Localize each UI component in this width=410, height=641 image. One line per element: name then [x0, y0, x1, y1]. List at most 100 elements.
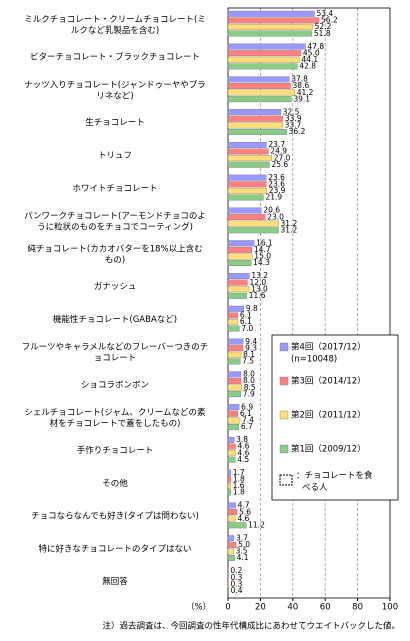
- x-tick-label: 60: [320, 603, 331, 613]
- bar: [228, 444, 235, 450]
- bar: [228, 254, 252, 260]
- bar: [228, 404, 239, 410]
- value-label: 6.7: [241, 422, 253, 431]
- bar: [228, 313, 238, 319]
- category-label: ミルクチョコレート・クリームチョコレート(ミルクなど乳製品を含む): [24, 14, 206, 35]
- bar: [228, 11, 315, 17]
- value-label: 21.9: [265, 193, 282, 202]
- bar: [228, 50, 301, 56]
- value-label: 0.4: [231, 586, 243, 595]
- bar: [228, 339, 243, 345]
- bar: [228, 549, 234, 555]
- bar: [228, 214, 265, 220]
- bar: [228, 522, 246, 528]
- value-label: 31.2: [281, 225, 298, 234]
- category-label: ガナッシュ: [94, 281, 137, 292]
- category-label: ナッツ入りチョコレート(ジャンドゥーヤやプラリネなど): [24, 80, 205, 101]
- bar: [228, 31, 312, 37]
- bar: [228, 535, 234, 541]
- bar: [228, 116, 283, 122]
- bar: [228, 181, 266, 187]
- value-label: 7.9: [243, 389, 255, 398]
- legend-label: 第4回（2017/12）: [291, 342, 366, 353]
- legend-label: 第2回（2011/12）: [291, 410, 366, 421]
- value-label: 1.8: [233, 488, 245, 497]
- x-tick-label: 100: [382, 603, 398, 613]
- bar: [228, 437, 234, 443]
- bar: [228, 345, 243, 351]
- bar: [228, 555, 235, 561]
- bar: [228, 109, 281, 115]
- bar: [228, 509, 237, 515]
- bar: [228, 588, 229, 594]
- bar: [228, 503, 236, 509]
- category-label: ホワイトチョコレート: [72, 184, 157, 194]
- legend-label: 第1回（2009/12）: [291, 444, 366, 455]
- category-label: シェルチョコレート(ジャム、クリームなどの素材をチョコレートで蓋をしたもの): [24, 407, 206, 429]
- legend-swatch: [280, 343, 288, 351]
- bar: [228, 57, 299, 63]
- x-unit: （%）: [186, 602, 211, 613]
- bar: [228, 490, 231, 496]
- x-tick-label: 80: [352, 603, 363, 613]
- category-label: ショコラボンボン: [81, 380, 149, 390]
- category-label: 生チョコレート: [85, 117, 145, 128]
- bar: [228, 18, 319, 24]
- bar: [228, 175, 266, 181]
- value-label: 11.6: [249, 291, 266, 300]
- value-label: 42.8: [299, 62, 316, 71]
- bar: [228, 470, 231, 476]
- bar: [228, 385, 242, 391]
- legend-note: (n=10048): [291, 355, 337, 365]
- category-label: 無回答: [102, 576, 128, 587]
- bar: [228, 208, 261, 214]
- bar: [228, 24, 313, 30]
- bar: [228, 155, 272, 161]
- category-label: トリュフ: [98, 151, 132, 161]
- bar: [228, 457, 235, 463]
- bar: [228, 450, 235, 456]
- value-label: 36.2: [289, 127, 306, 136]
- bar: [228, 352, 241, 358]
- bar: [228, 240, 254, 246]
- bar: [228, 247, 252, 253]
- bar: [228, 195, 263, 201]
- bar: [228, 483, 231, 489]
- value-label: 51.8: [314, 29, 331, 38]
- bar: [228, 83, 291, 89]
- legend-label: 第3回（2014/12）: [291, 376, 366, 387]
- bar: [228, 227, 279, 233]
- bar: [228, 96, 291, 102]
- bar: [228, 90, 295, 96]
- bar: [228, 44, 305, 50]
- category-label: パンワークチョコレート(アーモンドチョコのように粒状のものをチョコでコーティング…: [24, 211, 206, 232]
- bar: [228, 359, 240, 365]
- category-label: ビターチョコレート・ブラックチョコレート: [30, 52, 200, 63]
- bar: [228, 273, 249, 279]
- bar: [228, 64, 297, 70]
- bar: [228, 411, 238, 417]
- value-label: 25.6: [271, 160, 288, 169]
- bar: [228, 260, 251, 266]
- value-label: 7.0: [241, 324, 253, 333]
- legend-swatch: [280, 411, 288, 419]
- bar: [228, 516, 235, 522]
- bar: [228, 162, 269, 168]
- bar: [228, 293, 247, 299]
- bar: [228, 142, 266, 148]
- footnote: 注）過去調査は、今回調査の性年代構成比にあわせてウエイトバックした値。: [102, 621, 400, 632]
- category-label: フルーツやキャラメルなどのフレーバーつきのチョコレート: [22, 342, 209, 363]
- category-label: 特に好きなチョコレートのタイプはない: [38, 543, 191, 554]
- bar: [228, 149, 268, 155]
- bar: [228, 286, 249, 292]
- category-label: 機能性チョコレート(GABAなど): [53, 314, 177, 325]
- category-label: チョコならなんでも好き(タイプは問わない): [31, 511, 199, 522]
- value-label: 14.3: [253, 258, 270, 267]
- category-label: その他: [102, 478, 128, 489]
- bar: [228, 476, 231, 482]
- value-label: 39.1: [293, 94, 310, 103]
- bar: [228, 418, 240, 424]
- x-tick-label: 20: [255, 603, 266, 613]
- category-label: 純チョコレート(カカオバターを18%以上含むもの): [27, 243, 202, 265]
- legend-swatch: [280, 445, 288, 453]
